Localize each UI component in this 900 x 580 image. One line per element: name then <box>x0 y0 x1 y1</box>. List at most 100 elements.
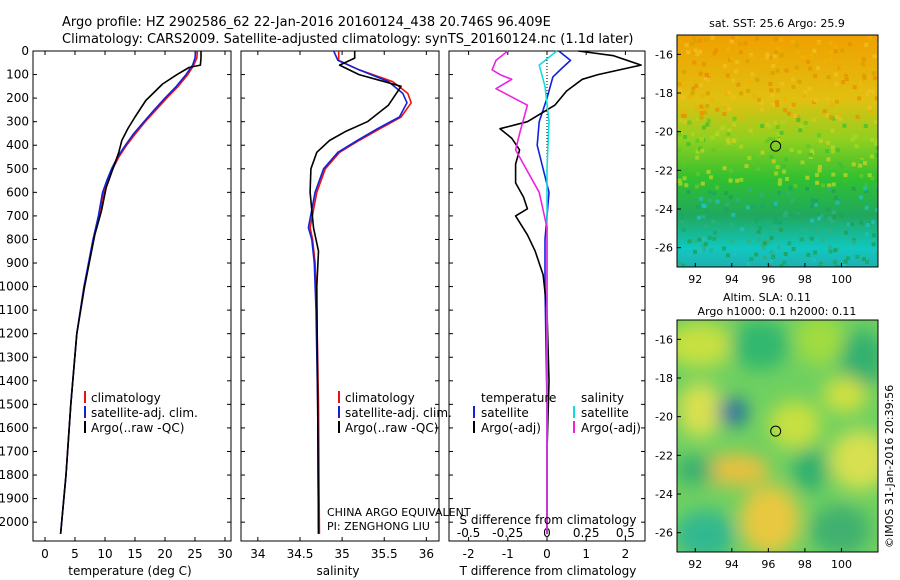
sst-pixel <box>787 111 791 116</box>
sst-pixel <box>835 265 840 267</box>
difference-yticks <box>449 50 645 523</box>
map-xtick-label: 100 <box>831 558 852 571</box>
sst-pixel <box>738 41 743 46</box>
sst-pixel <box>767 124 772 129</box>
sst-pixel <box>782 164 786 169</box>
sst-pixel <box>827 183 832 188</box>
sst-pixel <box>861 80 866 84</box>
sst-pixel <box>731 212 736 217</box>
float-location-marker <box>770 140 782 152</box>
sst-pixel <box>729 39 734 44</box>
xtick-label: -1 <box>502 547 514 561</box>
sst-pixel <box>875 152 878 157</box>
sst-pixel <box>820 237 825 242</box>
xtick-label: 0 <box>543 547 551 561</box>
sst-pixel <box>774 59 779 64</box>
sst-pixel <box>732 122 737 127</box>
sla-map-title: Altim. SLA: 0.11 <box>723 291 811 304</box>
sst-pixel <box>690 132 695 137</box>
sst-pixel <box>773 216 778 221</box>
sst-pixel <box>701 62 706 67</box>
sst-pixel <box>744 164 749 169</box>
xtick-label: 20 <box>157 547 172 561</box>
sst-pixel <box>690 91 695 96</box>
sst-pixel <box>755 77 760 82</box>
ytick-label: 0 <box>21 44 29 58</box>
salinity-xlabel: salinity <box>316 564 359 578</box>
sst-pixel <box>849 222 854 227</box>
sst-pixel <box>692 60 697 65</box>
sst-pixel <box>739 91 744 96</box>
sst-pixel <box>769 250 774 255</box>
xtick-label: 10 <box>97 547 112 561</box>
sst-pixel <box>827 186 832 191</box>
sst-pixel <box>722 64 727 68</box>
ytick-label: 900 <box>6 256 29 270</box>
sst-pixel <box>767 264 772 267</box>
sst-pixel <box>819 214 824 219</box>
sst-pixel <box>870 89 875 94</box>
sst-pixel <box>681 110 686 115</box>
sst-pixel <box>726 63 731 68</box>
sst-pixel <box>862 75 867 80</box>
sst-pixel <box>861 62 866 67</box>
xtick-label: 36 <box>419 547 434 561</box>
sst-pixel <box>805 186 809 191</box>
ytick-label: 1300 <box>0 350 29 364</box>
sst-map-frame <box>676 34 879 268</box>
map-ytick-label: -16 <box>655 48 673 61</box>
sst-pixel <box>809 204 814 209</box>
sst-pixel <box>728 195 733 200</box>
sst-pixel <box>793 113 798 118</box>
sst-pixel <box>715 107 720 112</box>
sst-pixel <box>760 242 765 247</box>
sst-pixel <box>680 219 685 224</box>
xtick-label: 34.5 <box>287 547 314 561</box>
sst-pixel <box>701 214 706 219</box>
sst-pixel <box>790 198 795 203</box>
sst-pixel <box>806 252 811 257</box>
difference-xlabel-salinity: S difference from climatology <box>460 513 637 527</box>
sst-pixel <box>777 181 782 186</box>
sst-pixel <box>692 238 697 243</box>
sst-pixel <box>726 137 730 142</box>
sst-pixel <box>771 137 776 142</box>
sst-pixel <box>816 230 820 235</box>
sst-pixel <box>703 224 708 229</box>
sst-pixel <box>686 142 691 147</box>
sst-pixel <box>822 109 827 114</box>
sst-pixel <box>872 76 877 81</box>
xtick2-label: 0.25 <box>573 526 600 540</box>
sst-pixel <box>775 165 780 170</box>
xtick-label: 15 <box>127 547 142 561</box>
sst-pixel <box>747 80 752 85</box>
sst-pixel <box>776 169 781 174</box>
sst-pixel <box>876 42 878 47</box>
sst-pixel <box>731 95 736 100</box>
sst-pixel <box>723 206 728 211</box>
sst-pixel <box>756 167 761 172</box>
sst-pixel <box>865 92 870 97</box>
sst-pixel <box>689 41 694 46</box>
sst-pixel <box>682 159 687 164</box>
sst-pixel <box>698 71 703 76</box>
sst-pixel <box>833 49 838 54</box>
series-line <box>59 50 197 534</box>
ytick-label: 100 <box>6 68 29 82</box>
legend-label-sal-argo: Argo(-adj) <box>581 421 641 435</box>
sst-pixel <box>832 215 837 220</box>
sst-pixel <box>748 128 753 133</box>
xtick-label: 5 <box>71 547 79 561</box>
sst-pixel <box>835 247 840 252</box>
xtick-label: 34 <box>250 547 265 561</box>
series-line <box>309 51 402 534</box>
sst-pixel <box>869 110 873 115</box>
sst-pixel <box>833 72 838 77</box>
sst-pixel <box>789 148 794 152</box>
sst-pixel <box>698 147 703 152</box>
sst-pixel <box>765 139 770 144</box>
sst-pixel <box>799 124 804 129</box>
xtick2-label: -0.5 <box>457 526 480 540</box>
sst-pixel <box>695 155 700 160</box>
sst-pixel <box>829 57 833 62</box>
